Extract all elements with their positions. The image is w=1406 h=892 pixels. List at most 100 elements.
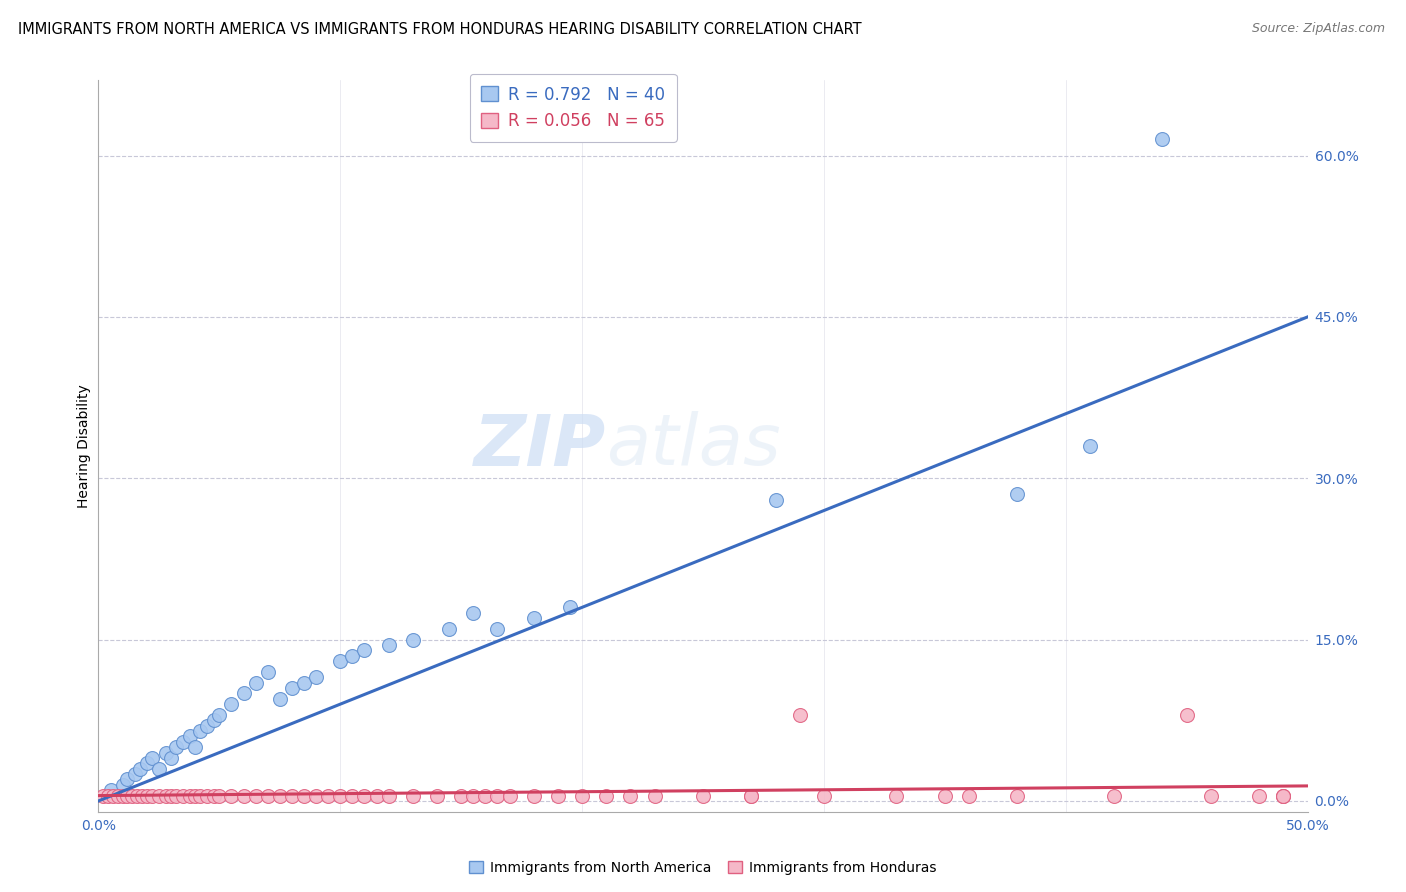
Point bbox=[208, 789, 231, 803]
Text: Source: ZipAtlas.com: Source: ZipAtlas.com bbox=[1251, 22, 1385, 36]
Text: IMMIGRANTS FROM NORTH AMERICA VS IMMIGRANTS FROM HONDURAS HEARING DISABILITY COR: IMMIGRANTS FROM NORTH AMERICA VS IMMIGRA… bbox=[18, 22, 862, 37]
Point bbox=[188, 789, 211, 803]
Point bbox=[692, 789, 714, 803]
Point bbox=[353, 643, 375, 657]
Point bbox=[160, 789, 183, 803]
Point bbox=[165, 740, 187, 755]
Point bbox=[100, 783, 122, 797]
Point bbox=[740, 789, 762, 803]
Point bbox=[305, 789, 328, 803]
Point bbox=[558, 600, 581, 615]
Point bbox=[571, 789, 593, 803]
Point bbox=[208, 707, 231, 722]
Text: ZIP: ZIP bbox=[474, 411, 606, 481]
Point bbox=[165, 789, 187, 803]
Point bbox=[644, 789, 666, 803]
Point bbox=[498, 789, 520, 803]
Point bbox=[1272, 789, 1295, 803]
Point bbox=[107, 789, 129, 803]
Point bbox=[111, 789, 134, 803]
Point bbox=[1007, 789, 1029, 803]
Point bbox=[523, 789, 546, 803]
Point bbox=[886, 789, 908, 803]
Point bbox=[486, 789, 509, 803]
Point bbox=[316, 789, 339, 803]
Point bbox=[523, 611, 546, 625]
Point bbox=[1272, 789, 1295, 803]
Point bbox=[377, 638, 399, 652]
Point bbox=[128, 762, 150, 776]
Point bbox=[342, 789, 364, 803]
Point bbox=[195, 789, 218, 803]
Point bbox=[179, 789, 201, 803]
Point bbox=[117, 772, 139, 787]
Point bbox=[1152, 132, 1174, 146]
Point bbox=[172, 735, 194, 749]
Point bbox=[179, 730, 201, 744]
Point bbox=[619, 789, 641, 803]
Point bbox=[426, 789, 449, 803]
Point bbox=[789, 707, 811, 722]
Point bbox=[281, 681, 304, 695]
Point bbox=[148, 789, 170, 803]
Point bbox=[111, 778, 134, 792]
Point bbox=[141, 789, 163, 803]
Point bbox=[141, 751, 163, 765]
Text: atlas: atlas bbox=[606, 411, 780, 481]
Point bbox=[204, 789, 226, 803]
Point bbox=[97, 789, 120, 803]
Point bbox=[135, 756, 157, 771]
Point bbox=[595, 789, 617, 803]
Point bbox=[402, 789, 425, 803]
Point bbox=[117, 789, 139, 803]
Point bbox=[184, 789, 207, 803]
Point bbox=[232, 686, 254, 700]
Point bbox=[101, 789, 124, 803]
Point bbox=[245, 789, 267, 803]
Point bbox=[281, 789, 304, 803]
Point bbox=[934, 789, 956, 803]
Point bbox=[121, 789, 143, 803]
Point bbox=[172, 789, 194, 803]
Point bbox=[486, 622, 509, 636]
Point bbox=[155, 789, 177, 803]
Point bbox=[155, 746, 177, 760]
Y-axis label: Hearing Disability: Hearing Disability bbox=[77, 384, 91, 508]
Point bbox=[184, 740, 207, 755]
Point bbox=[256, 665, 278, 679]
Point bbox=[160, 751, 183, 765]
Point bbox=[269, 691, 291, 706]
Point bbox=[292, 789, 315, 803]
Legend: R = 0.792   N = 40, R = 0.056   N = 65: R = 0.792 N = 40, R = 0.056 N = 65 bbox=[470, 74, 676, 142]
Point bbox=[221, 789, 243, 803]
Point bbox=[188, 724, 211, 739]
Point bbox=[437, 622, 460, 636]
Point bbox=[269, 789, 291, 803]
Point bbox=[740, 789, 762, 803]
Point bbox=[148, 762, 170, 776]
Point bbox=[124, 767, 146, 781]
Point bbox=[91, 789, 114, 803]
Point bbox=[1249, 789, 1271, 803]
Point bbox=[377, 789, 399, 803]
Legend: Immigrants from North America, Immigrants from Honduras: Immigrants from North America, Immigrant… bbox=[464, 855, 942, 880]
Point bbox=[1102, 789, 1125, 803]
Point bbox=[329, 789, 352, 803]
Point bbox=[135, 789, 157, 803]
Point bbox=[1199, 789, 1222, 803]
Point bbox=[305, 670, 328, 684]
Point bbox=[547, 789, 569, 803]
Point bbox=[1175, 707, 1198, 722]
Point bbox=[366, 789, 388, 803]
Point bbox=[204, 714, 226, 728]
Point bbox=[474, 789, 496, 803]
Point bbox=[957, 789, 980, 803]
Point bbox=[221, 697, 243, 711]
Point bbox=[292, 675, 315, 690]
Point bbox=[463, 789, 485, 803]
Point bbox=[329, 654, 352, 668]
Point bbox=[402, 632, 425, 647]
Point bbox=[342, 648, 364, 663]
Point bbox=[127, 789, 149, 803]
Point bbox=[1078, 439, 1101, 453]
